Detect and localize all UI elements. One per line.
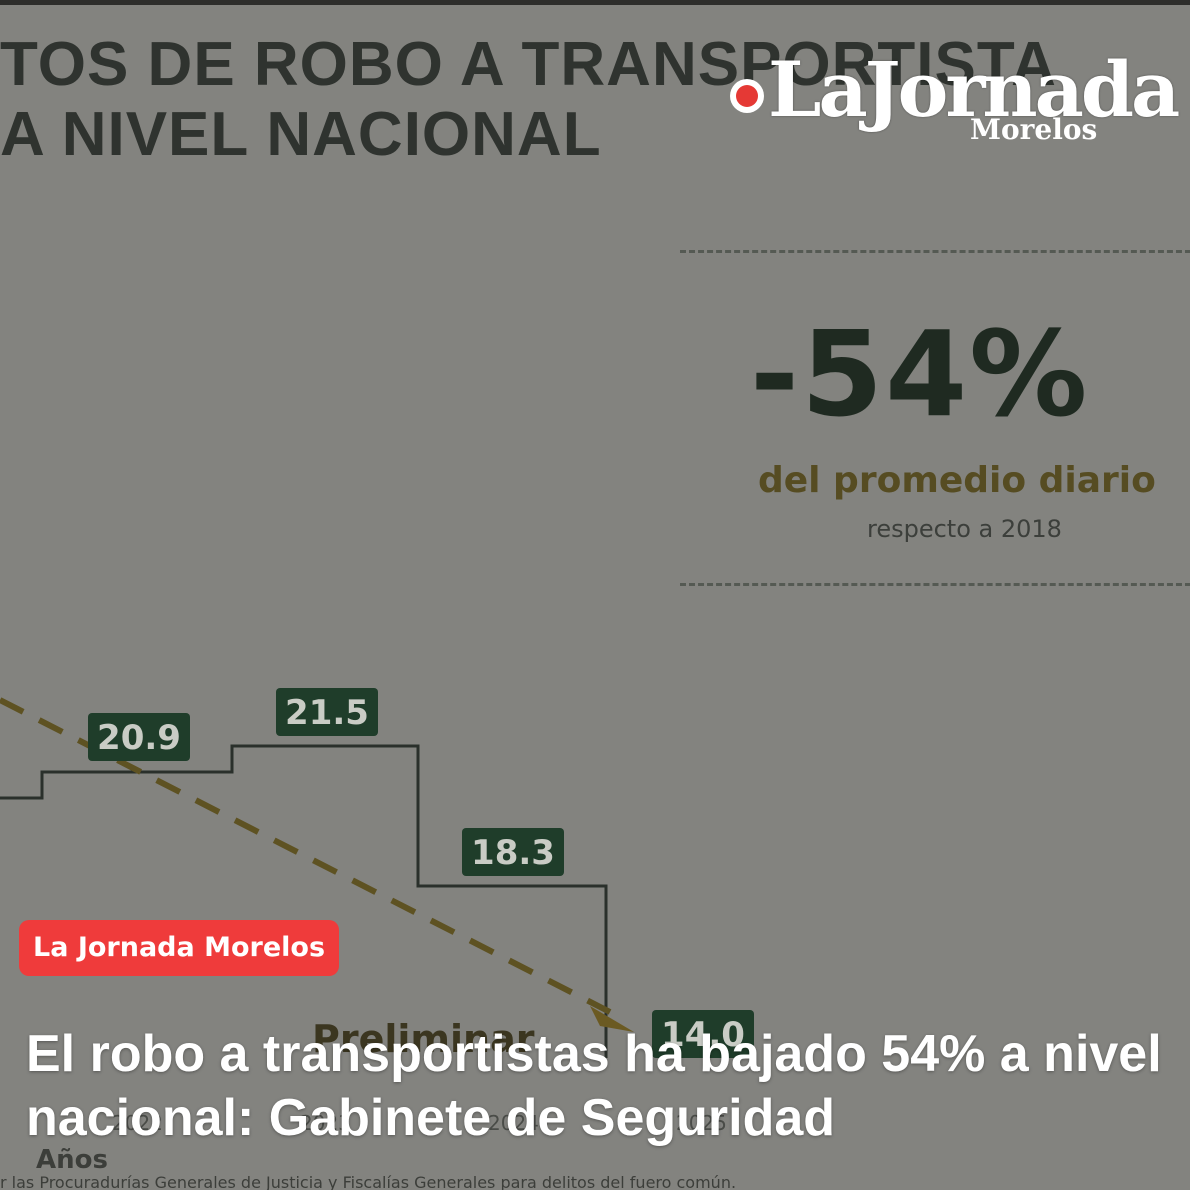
chart-tick-3: 2024 [488,1111,539,1135]
top-border [0,0,1190,5]
background-chart: 20.9 21.5 18.3 14.0 Preliminar 2022 2023… [0,688,754,1190]
chart-value-label-3: 18.3 [471,833,555,873]
chart-value-label-1: 20.9 [97,718,181,758]
headline[interactable]: El robo a transportistas ha bajado 54% a… [26,1025,1162,1147]
chart-axis-title: Años [36,1145,108,1175]
chart-value-label-4: 14.0 [661,1015,745,1055]
chart-value-label-2: 21.5 [285,693,369,733]
background-title-line-2: A NIVEL NACIONAL [0,100,602,169]
background-title-line-1: TOS DE ROBO A TRANSPORTISTA [0,30,1057,99]
chart-tick-2: 2023 [300,1111,351,1135]
stat-panel: -54% del promedio diario respecto a 2018 [680,250,1190,590]
chart-trend-arrow [590,1006,634,1032]
brand-logo[interactable]: LaJornada Morelos [730,45,1180,155]
chart-tick-1: 2022 [112,1111,163,1135]
brand-logo-sub: Morelos [970,113,1098,146]
chart-value-box-4 [652,1010,754,1058]
chart-step-line [0,744,608,1058]
chart-source-note: r las Procuradurías Generales de Justici… [0,1173,736,1190]
stat-divider-bottom [680,583,1190,586]
chart-value-box-2 [276,688,378,736]
stat-divider-top [680,250,1190,253]
brand-logo-name: LaJornada [768,45,1180,134]
stat-value: -54% [750,305,1090,443]
chart-tick-4: 2025 [676,1111,727,1135]
chart-value-box-1 [88,713,190,761]
background-title: TOS DE ROBO A TRANSPORTISTA A NIVEL NACI… [0,30,1057,170]
stat-sublabel: respecto a 2018 [867,515,1062,543]
chart-value-box-3 [462,828,564,876]
stat-label: del promedio diario [758,460,1156,501]
brand-logo-icon [730,79,764,113]
chart-partial-text: Preliminar [312,1017,535,1061]
source-badge[interactable]: La Jornada Morelos [19,920,340,976]
